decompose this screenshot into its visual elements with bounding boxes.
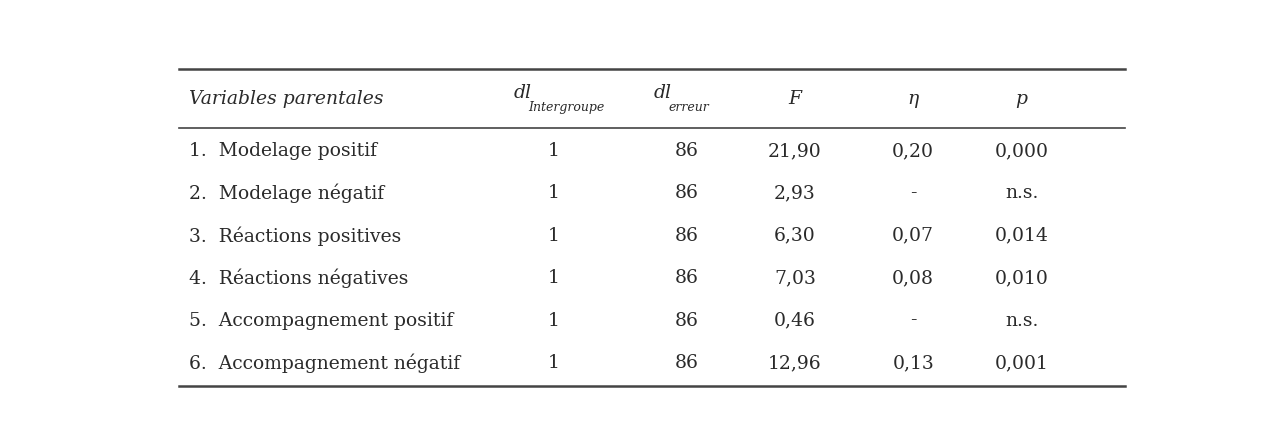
Text: n.s.: n.s. <box>1005 311 1038 330</box>
Text: 1: 1 <box>547 269 560 287</box>
Text: dl: dl <box>514 84 532 102</box>
Text: 0,000: 0,000 <box>995 142 1048 160</box>
Text: 0,13: 0,13 <box>892 354 934 372</box>
Text: 4.  Réactions négatives: 4. Réactions négatives <box>188 268 408 288</box>
Text: n.s.: n.s. <box>1005 184 1038 202</box>
Text: 1: 1 <box>547 142 560 160</box>
Text: 0,08: 0,08 <box>892 269 934 287</box>
Text: 1: 1 <box>547 311 560 330</box>
Text: -: - <box>909 311 916 330</box>
Text: 86: 86 <box>674 142 698 160</box>
Text: 7,03: 7,03 <box>773 269 815 287</box>
Text: η: η <box>907 90 918 108</box>
Text: 86: 86 <box>674 269 698 287</box>
Text: 3.  Réactions positives: 3. Réactions positives <box>188 226 401 245</box>
Text: dl: dl <box>654 84 672 102</box>
Text: 2,93: 2,93 <box>773 184 815 202</box>
Text: 0,20: 0,20 <box>892 142 934 160</box>
Text: Variables parentales: Variables parentales <box>188 90 383 108</box>
Text: 86: 86 <box>674 184 698 202</box>
Text: -: - <box>909 184 916 202</box>
Text: 12,96: 12,96 <box>768 354 822 372</box>
Text: 1: 1 <box>547 184 560 202</box>
Text: 1: 1 <box>547 227 560 245</box>
Text: 6,30: 6,30 <box>773 227 815 245</box>
Text: F: F <box>789 90 801 108</box>
Text: 86: 86 <box>674 354 698 372</box>
Text: 0,014: 0,014 <box>995 227 1048 245</box>
Text: 0,010: 0,010 <box>995 269 1048 287</box>
Text: 21,90: 21,90 <box>768 142 822 160</box>
Text: 0,46: 0,46 <box>773 311 815 330</box>
Text: 86: 86 <box>674 311 698 330</box>
Text: p: p <box>1015 90 1028 108</box>
Text: erreur: erreur <box>669 101 710 114</box>
Text: 0,07: 0,07 <box>892 227 934 245</box>
Text: 2.  Modelage négatif: 2. Modelage négatif <box>188 184 384 203</box>
Text: 0,001: 0,001 <box>995 354 1048 372</box>
Text: 1: 1 <box>547 354 560 372</box>
Text: 86: 86 <box>674 227 698 245</box>
Text: 5.  Accompagnement positif: 5. Accompagnement positif <box>188 311 453 330</box>
Text: Intergroupe: Intergroupe <box>529 101 605 114</box>
Text: 6.  Accompagnement négatif: 6. Accompagnement négatif <box>188 353 459 373</box>
Text: 1.  Modelage positif: 1. Modelage positif <box>188 142 377 160</box>
